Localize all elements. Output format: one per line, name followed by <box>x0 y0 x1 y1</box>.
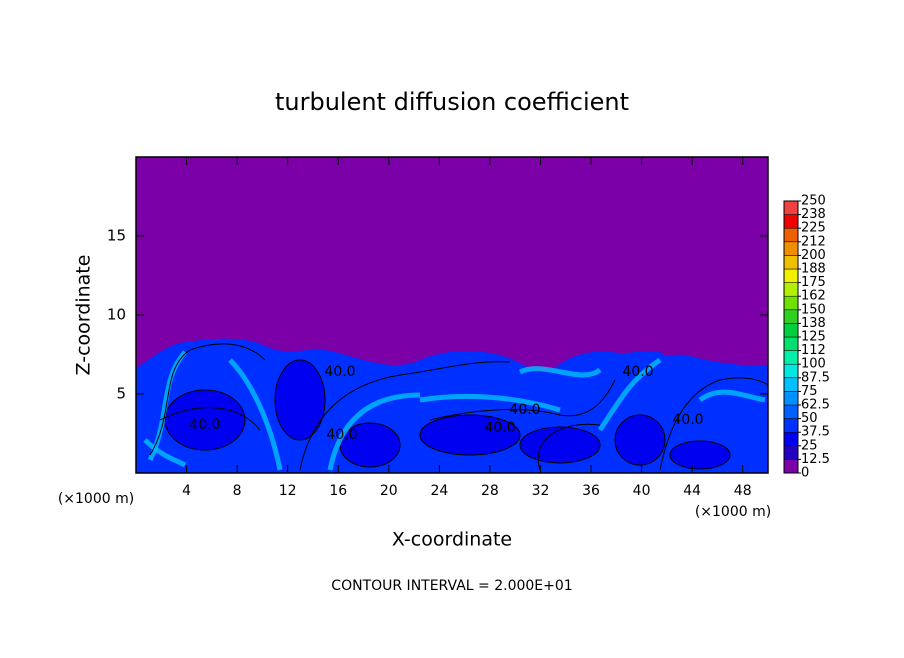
x-tick-label: 40 <box>633 483 651 499</box>
x-tick-label: 16 <box>329 483 347 499</box>
colorbar-band <box>783 350 799 365</box>
colorbar-band <box>783 309 799 324</box>
eddy <box>669 440 731 470</box>
contour-line <box>149 343 266 456</box>
contour-line <box>159 407 261 431</box>
streak <box>327 392 421 471</box>
colorbar-band <box>783 391 799 406</box>
x-tick-label: 8 <box>233 483 242 499</box>
colorbar-frame <box>783 200 799 474</box>
x-tick-label: 48 <box>734 483 752 499</box>
contour-line <box>429 379 616 421</box>
colorbar-band <box>783 418 799 433</box>
colorbar-label: 200 <box>801 248 826 263</box>
colorbar-label: 0 <box>801 466 809 481</box>
contour-label: 40.0 <box>484 420 515 436</box>
y-unit: (×1000 m) <box>58 491 134 507</box>
colorbar-label: 112 <box>801 343 826 358</box>
chart-title: turbulent diffusion coefficient <box>275 88 629 116</box>
x-tick-label: 24 <box>430 483 448 499</box>
colorbar-label: 150 <box>801 302 826 317</box>
colorbar-band <box>783 363 799 379</box>
contour-line <box>537 423 601 471</box>
colorbar-band <box>783 268 799 283</box>
x-tick-label: 44 <box>683 483 701 499</box>
colorbar-label: 175 <box>801 275 826 290</box>
y-axis-label: Z-coordinate <box>73 255 95 376</box>
colorbar-label: 212 <box>801 234 826 249</box>
colorbar-band <box>783 459 799 474</box>
x-tick-label: 20 <box>380 483 398 499</box>
colorbar-band <box>783 227 799 243</box>
colorbar-label: 50 <box>801 411 818 426</box>
colorbar-band <box>783 295 799 311</box>
contour-label: 40.0 <box>622 364 653 380</box>
colorbar-band <box>783 214 799 229</box>
contour-label: 40.0 <box>324 364 355 380</box>
colorbar-label: 225 <box>801 221 826 236</box>
colorbar-label: 75 <box>801 384 818 399</box>
colorbar-label: 25 <box>801 438 818 453</box>
contour-label: 40.0 <box>189 417 220 433</box>
contour-label: 40.0 <box>326 427 357 443</box>
y-tick-label: 15 <box>107 227 126 245</box>
colorbar-label: 162 <box>801 289 826 304</box>
colorbar-label: 37.5 <box>801 425 830 440</box>
x-tick-label: 12 <box>279 483 297 499</box>
field <box>136 157 769 473</box>
x-tick-label: 4 <box>182 483 191 499</box>
eddy <box>274 359 326 441</box>
y-tick-label: 10 <box>107 306 126 324</box>
x-axis-label: X-coordinate <box>392 529 512 551</box>
contour-label: 40.0 <box>672 412 703 428</box>
eddy <box>614 414 666 466</box>
colorbar-band <box>783 431 799 447</box>
colorbar-label: 188 <box>801 262 826 277</box>
footer-note: CONTOUR INTERVAL = 2.000E+01 <box>331 578 572 594</box>
colorbar-label: 125 <box>801 330 826 345</box>
colorbar-band <box>783 282 799 297</box>
streak <box>597 357 662 432</box>
streak <box>698 389 766 403</box>
colorbar-label: 62.5 <box>801 398 830 413</box>
colorbar-band <box>783 255 799 270</box>
colorbar-band <box>783 404 799 419</box>
contour-line <box>659 377 769 471</box>
streak <box>419 393 561 413</box>
x-tick-label: 28 <box>481 483 499 499</box>
streak <box>143 438 187 468</box>
colorbar-band <box>783 336 799 351</box>
x-tick-label: 36 <box>582 483 600 499</box>
colorbar-label: 100 <box>801 357 826 372</box>
streak <box>518 366 602 378</box>
colorbar-band <box>783 200 799 215</box>
eddy <box>164 389 246 451</box>
eddy <box>419 414 521 456</box>
colorbar-band <box>783 241 799 256</box>
eddy <box>519 426 601 464</box>
colorbar-band <box>783 377 799 392</box>
y-tick-label: 5 <box>116 385 126 403</box>
colorbar-label: 138 <box>801 316 826 331</box>
colorbar-label: 238 <box>801 207 826 222</box>
colorbar-label: 250 <box>801 194 826 209</box>
contour-line <box>299 361 511 471</box>
x-unit: (×1000 m) <box>695 504 771 520</box>
colorbar-band <box>783 323 799 338</box>
colorbar-label: 12.5 <box>801 452 830 467</box>
contour-label: 40.0 <box>509 402 540 418</box>
x-tick-label: 32 <box>532 483 550 499</box>
streak <box>228 358 283 471</box>
colorbar-label: 87.5 <box>801 370 830 385</box>
colorbar-band <box>783 445 799 460</box>
